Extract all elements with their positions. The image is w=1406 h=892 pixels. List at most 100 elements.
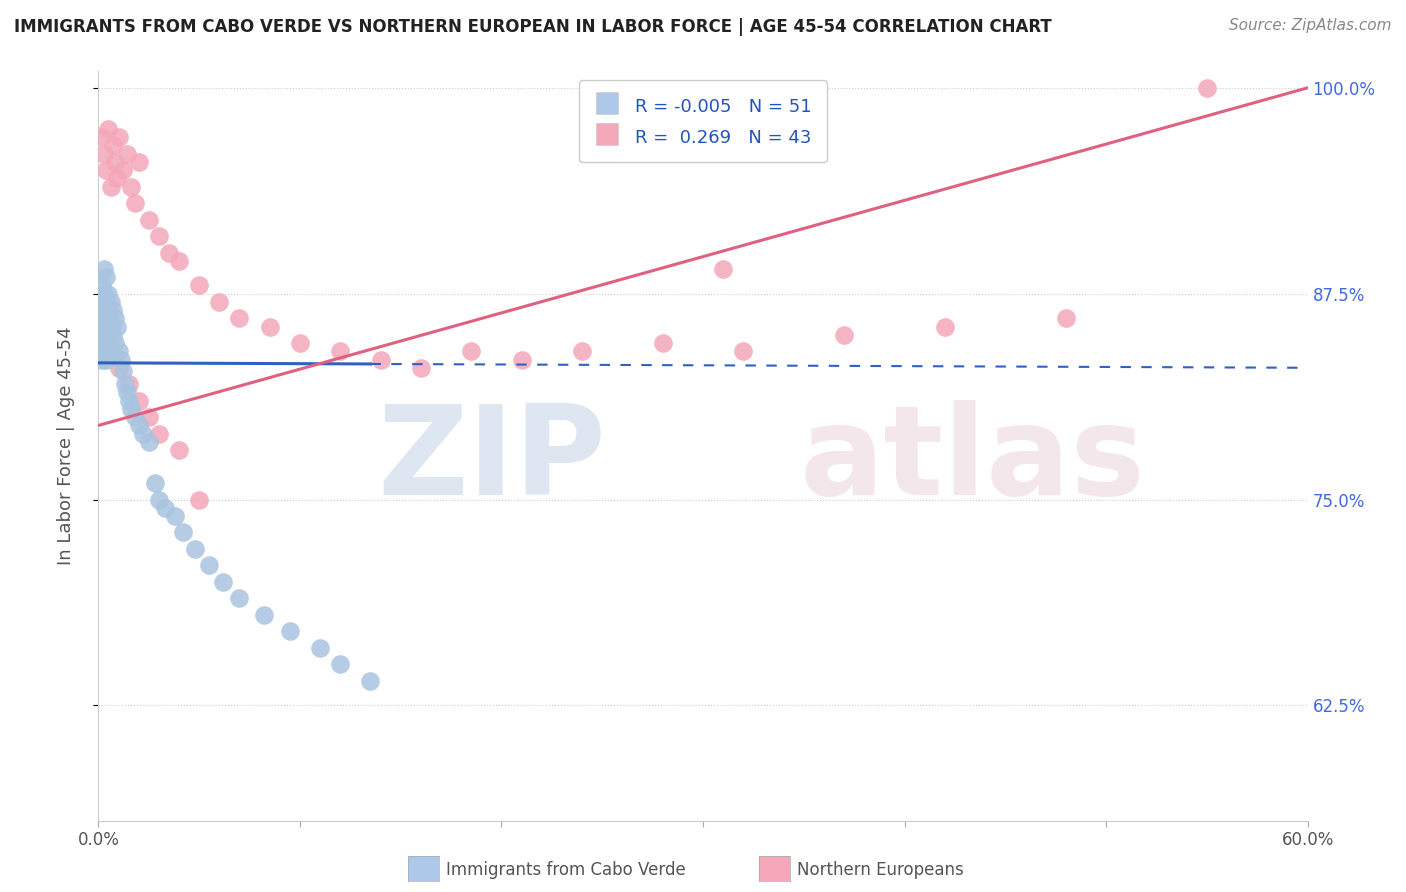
Point — [1195, 80, 1218, 95]
Point — [571, 344, 593, 359]
Point — [96, 294, 118, 309]
Point — [93, 262, 115, 277]
Point — [124, 196, 146, 211]
Point — [107, 360, 129, 375]
Text: IMMIGRANTS FROM CABO VERDE VS NORTHERN EUROPEAN IN LABOR FORCE | AGE 45-54 CORRE: IMMIGRANTS FROM CABO VERDE VS NORTHERN E… — [14, 18, 1052, 36]
Text: Source: ZipAtlas.com: Source: ZipAtlas.com — [1229, 18, 1392, 33]
Point — [138, 434, 160, 449]
Point — [91, 327, 114, 342]
Point — [138, 410, 160, 425]
Point — [148, 492, 170, 507]
Point — [128, 393, 150, 408]
Point — [208, 294, 231, 309]
Point — [93, 146, 115, 161]
Point — [370, 352, 392, 367]
Point — [198, 558, 221, 573]
Point — [163, 508, 186, 523]
Point — [157, 245, 180, 260]
Point — [100, 294, 122, 309]
Point — [120, 179, 142, 194]
Point — [100, 179, 122, 194]
Point — [711, 262, 734, 277]
Point — [97, 122, 120, 136]
Text: ZIP: ZIP — [378, 401, 606, 522]
Point — [96, 319, 118, 334]
Point — [510, 352, 533, 367]
Point — [128, 155, 150, 169]
Point — [309, 640, 332, 655]
Point — [115, 146, 138, 161]
Point — [259, 319, 281, 334]
Point — [128, 418, 150, 433]
Point — [118, 377, 141, 392]
Point — [148, 229, 170, 244]
Y-axis label: In Labor Force | Age 45-54: In Labor Force | Age 45-54 — [56, 326, 75, 566]
Point — [101, 303, 124, 318]
Point — [184, 541, 207, 556]
Point — [143, 476, 166, 491]
Point — [110, 352, 132, 367]
Point — [89, 294, 111, 309]
Text: Northern Europeans: Northern Europeans — [797, 861, 965, 879]
Point — [832, 327, 855, 342]
Point — [93, 286, 115, 301]
Point — [91, 278, 114, 293]
Point — [733, 344, 755, 359]
Point — [96, 163, 118, 178]
Point — [96, 352, 118, 367]
Point — [188, 492, 211, 507]
Point — [118, 393, 141, 408]
Point — [103, 311, 125, 326]
Text: Immigrants from Cabo Verde: Immigrants from Cabo Verde — [446, 861, 686, 879]
Point — [360, 673, 382, 688]
Point — [93, 319, 115, 334]
Point — [111, 364, 134, 378]
Point — [1054, 311, 1077, 326]
Point — [96, 270, 118, 285]
Point — [97, 336, 120, 351]
Point — [101, 327, 124, 342]
Point — [409, 360, 432, 375]
Point — [91, 130, 114, 145]
Point — [93, 344, 115, 359]
Point — [934, 319, 956, 334]
Point — [89, 336, 111, 351]
Point — [228, 311, 250, 326]
Point — [167, 253, 190, 268]
Point — [103, 336, 125, 351]
Point — [107, 344, 129, 359]
Point — [105, 319, 128, 334]
Point — [101, 138, 124, 153]
Point — [124, 410, 146, 425]
Point — [167, 443, 190, 458]
Point — [148, 426, 170, 441]
Point — [228, 591, 250, 606]
Point — [329, 657, 352, 672]
Point — [91, 352, 114, 367]
Point — [288, 336, 311, 351]
Point — [138, 212, 160, 227]
Point — [100, 344, 122, 359]
Point — [188, 278, 211, 293]
Point — [89, 311, 111, 326]
Point — [153, 500, 176, 515]
Point — [111, 163, 134, 178]
Point — [329, 344, 352, 359]
Point — [103, 155, 125, 169]
Point — [212, 574, 235, 589]
Point — [651, 336, 673, 351]
Point — [278, 624, 301, 639]
Legend: R = -0.005   N = 51, R =  0.269   N = 43: R = -0.005 N = 51, R = 0.269 N = 43 — [579, 80, 827, 162]
Point — [115, 385, 138, 400]
Point — [132, 426, 155, 441]
Text: atlas: atlas — [800, 401, 1146, 522]
Point — [100, 319, 122, 334]
Point — [97, 311, 120, 326]
Point — [253, 607, 276, 622]
Point — [114, 377, 136, 392]
Point — [97, 286, 120, 301]
Point — [91, 303, 114, 318]
Point — [105, 171, 128, 186]
Point — [460, 344, 482, 359]
Point — [120, 401, 142, 416]
